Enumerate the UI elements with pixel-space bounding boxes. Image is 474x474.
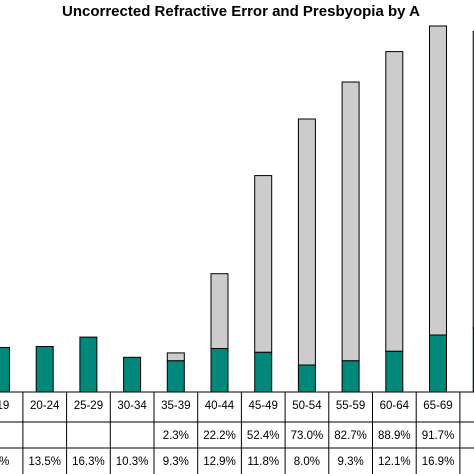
bar-65-69-series-1	[429, 334, 447, 393]
table-value-r1-c7: 52.4%	[247, 430, 280, 442]
bar-45-49-series-2	[254, 175, 273, 353]
category-label-35-39: 35-39	[161, 400, 190, 412]
bar-45-49-series-1	[254, 351, 273, 393]
table-value-r2-c6: 12.9%	[203, 456, 236, 468]
bar-40-44-series-2	[210, 273, 229, 350]
bar-65-69-series-2	[429, 25, 447, 336]
table-value-r2-c10: 12.1%	[378, 456, 411, 468]
table-value-r1-c11: 91.7%	[422, 430, 455, 442]
table-value-r2-c1: 2%	[0, 456, 9, 468]
bar-25-29-series-1	[79, 336, 98, 393]
chart-title: Uncorrected Refractive Error and Presbyo…	[62, 3, 420, 20]
table-value-r1-c5: 2.3%	[163, 430, 189, 442]
category-label-55-59: 55-59	[336, 400, 365, 412]
bar-60-64-series-1	[385, 350, 404, 393]
table-value-r2-c11: 16.9%	[422, 456, 455, 468]
table-value-r2-c8: 8.0%	[294, 456, 320, 468]
category-label-65-69: 65-69	[423, 400, 452, 412]
bar-55-59-series-1	[341, 360, 360, 393]
bar-35-39-series-1	[166, 360, 185, 393]
bar-40-44-series-1	[210, 348, 229, 393]
table-value-r2-c4: 10.3%	[116, 456, 149, 468]
bar-50-54-series-1	[297, 364, 316, 393]
bars-layer	[0, 25, 474, 393]
table-value-r2-c5: 9.3%	[163, 456, 189, 468]
category-label-40-44: 40-44	[205, 400, 235, 412]
category-label-30-34: 30-34	[117, 400, 147, 412]
bar-60-64-series-2	[385, 51, 404, 352]
bar-50-54-series-2	[297, 118, 316, 366]
bar-55-59-series-2	[341, 81, 360, 362]
table-value-r2-c7: 11.8%	[247, 456, 279, 468]
table-value-r1-c8: 73.0%	[291, 430, 324, 442]
category-label-60-64: 60-64	[380, 400, 410, 412]
bar-35-39-series-2	[166, 352, 185, 362]
bar--19-series-1	[0, 347, 10, 393]
table-value-r1-c6: 22.2%	[203, 430, 236, 442]
category-label-50-54: 50-54	[292, 400, 322, 412]
table-value-r2-c2: 13.5%	[28, 456, 61, 468]
category-label-25-29: 25-29	[74, 400, 103, 412]
category-label-45-49: 45-49	[248, 400, 277, 412]
data-table: -19 20-24 25-29 30-34 35-39 40-44 45-49 50-54 55…	[0, 391, 474, 474]
table-value-r1-c10: 88.9%	[378, 430, 411, 442]
table-value-r2-c9: 9.3%	[337, 456, 363, 468]
bar-30-34-series-1	[123, 356, 142, 393]
table-value-r2-c3: 16.3%	[72, 456, 105, 468]
bar-20-24-series-1	[35, 346, 54, 393]
category-label--19: -19	[0, 400, 9, 412]
table-value-r1-c9: 82.7%	[334, 430, 367, 442]
category-label-20-24: 20-24	[30, 400, 60, 412]
